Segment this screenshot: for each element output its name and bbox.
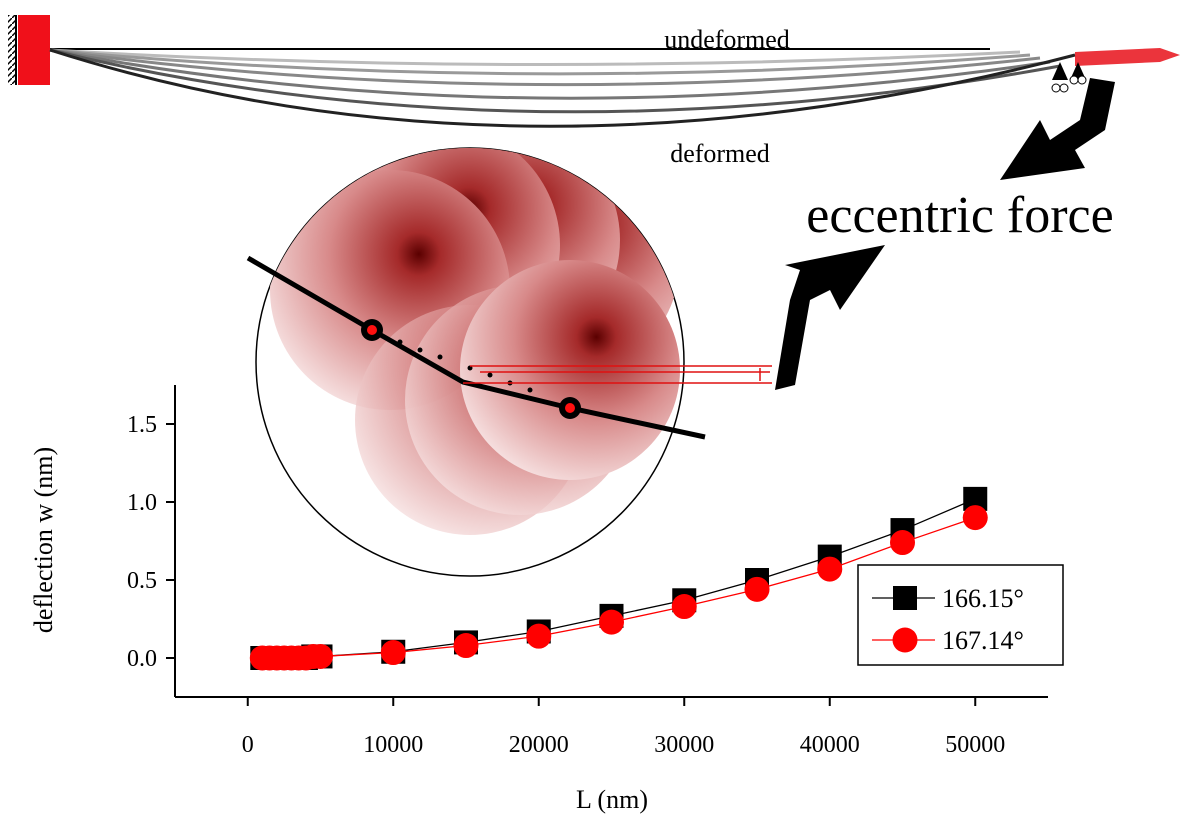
marker [672, 594, 697, 619]
x-tick-label: 50000 [945, 732, 1005, 758]
marker [454, 633, 479, 658]
annotation: eccentric force [806, 187, 1113, 244]
marker [890, 530, 915, 555]
x-tick-label: 20000 [509, 732, 569, 758]
marker [526, 624, 551, 649]
x-axis-label: L (nm) [576, 785, 648, 814]
legend-marker [893, 628, 918, 653]
legend-label: 167.14° [942, 626, 1024, 655]
marker [599, 610, 624, 635]
figure: undeformed deformed eccentric force 0 100… [0, 0, 1192, 821]
marker [963, 505, 988, 530]
x-tick-label: 0 [242, 732, 254, 758]
marker [817, 557, 842, 582]
annotation: deformed [670, 139, 770, 168]
annotation: undeformed [664, 25, 790, 54]
y-tick-label: 0.0 [127, 646, 157, 672]
y-tick-label: 0.5 [127, 568, 157, 594]
marker [745, 577, 770, 602]
y-axis-label: deflection w (nm) [29, 447, 58, 633]
marker [308, 644, 333, 669]
marker [381, 640, 406, 665]
legend-label: 166.15° [942, 584, 1024, 613]
legend: 166.15° 167.14° [858, 565, 1063, 665]
legend-marker [893, 586, 917, 610]
y-tick-label: 1.5 [127, 412, 157, 438]
inset [248, 120, 772, 576]
x-tick-label: 10000 [363, 732, 423, 758]
x-tick-label: 40000 [800, 732, 860, 758]
x-tick-label: 30000 [654, 732, 714, 758]
y-tick-label: 1.0 [127, 490, 157, 516]
